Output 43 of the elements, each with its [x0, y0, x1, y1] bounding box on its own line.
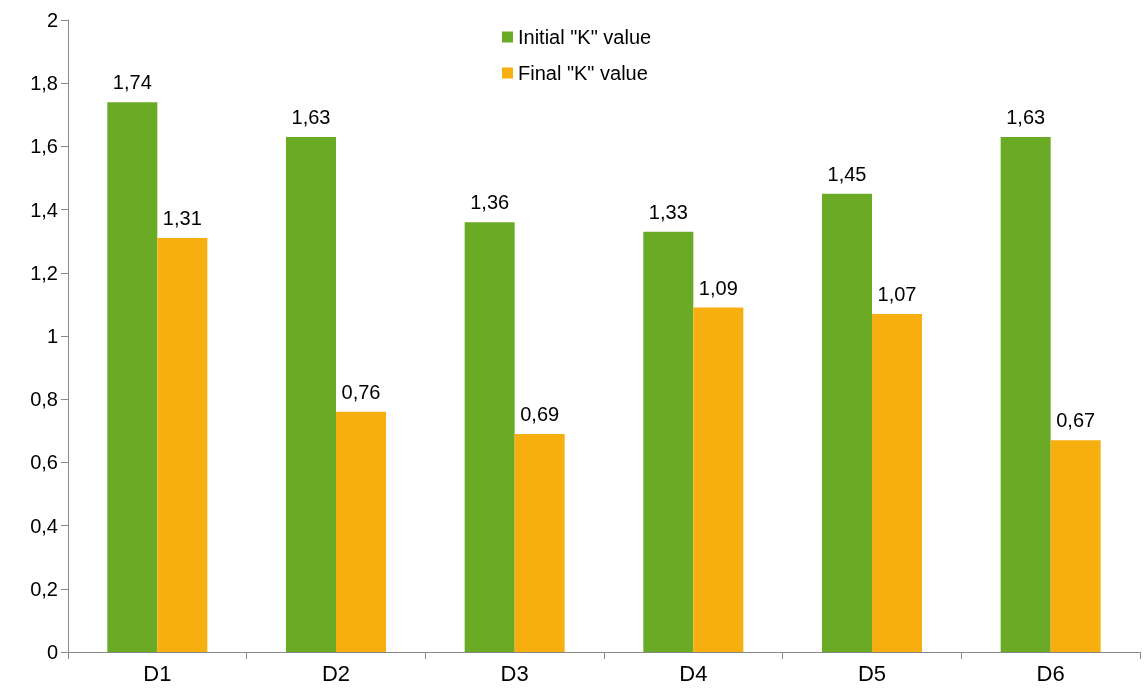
bar	[693, 307, 744, 652]
data-label: 1,36	[470, 191, 510, 214]
data-label: 1,63	[1006, 105, 1046, 128]
x-tick-label: D3	[500, 660, 529, 686]
y-tick-label: 0,2	[30, 577, 58, 600]
y-tick-label: 1	[46, 325, 58, 347]
x-tick-label: D1	[143, 660, 172, 686]
y-tick-label: 1,6	[30, 135, 58, 158]
data-label: 1,07	[877, 282, 917, 305]
y-tick-label: 0	[46, 641, 58, 663]
bar	[464, 222, 515, 652]
y-tick-label: 1,4	[30, 198, 58, 221]
bar	[872, 313, 922, 652]
legend-label: Final "K" value	[518, 62, 648, 84]
data-label: 1,63	[291, 105, 331, 128]
data-label: 0,76	[341, 380, 381, 403]
bar	[643, 231, 694, 652]
bar	[336, 411, 386, 652]
y-tick-label: 0,6	[30, 451, 58, 474]
y-tick-label: 0,8	[30, 388, 58, 411]
x-tick-label: D5	[857, 660, 887, 686]
data-label: 1,45	[827, 162, 867, 185]
bar	[514, 433, 565, 652]
data-label: 1,33	[648, 200, 688, 223]
bar	[157, 238, 208, 652]
bar	[1050, 440, 1101, 652]
y-tick-label: 1,8	[30, 72, 58, 95]
x-tick-label: D4	[679, 660, 708, 686]
legend-label: Initial "K" value	[518, 26, 652, 48]
data-label: 0,67	[1056, 409, 1096, 432]
y-tick-label: 1,2	[30, 261, 58, 284]
x-tick-label: D6	[1036, 660, 1065, 686]
data-label: 0,69	[520, 402, 560, 425]
bar	[1000, 136, 1051, 652]
bar	[107, 102, 158, 652]
data-label: 1,31	[162, 207, 202, 230]
bar	[286, 136, 336, 652]
y-tick-label: 0,4	[30, 514, 58, 537]
y-tick-label: 2	[46, 9, 58, 31]
bar	[822, 193, 872, 652]
data-label: 1,74	[112, 71, 152, 94]
x-tick-label: D2	[321, 660, 351, 686]
data-label: 1,09	[698, 276, 738, 299]
